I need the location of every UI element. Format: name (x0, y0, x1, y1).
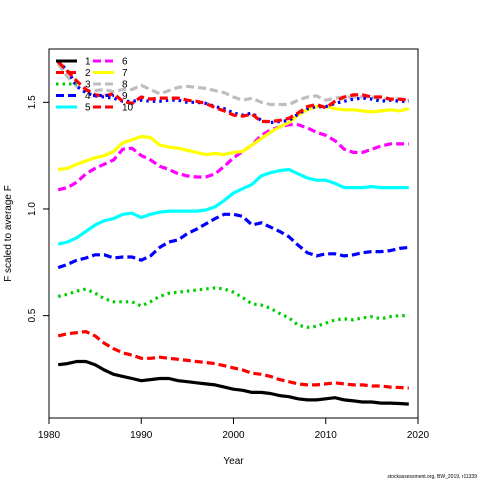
x-tick-label: 2020 (407, 430, 430, 441)
legend-label-6: 6 (122, 57, 128, 68)
legend-label-8: 8 (122, 80, 128, 91)
x-tick-label: 1990 (130, 430, 153, 441)
legend-label-9: 9 (122, 91, 128, 102)
legend-label-2: 2 (85, 68, 91, 79)
legend-label-4: 4 (85, 91, 91, 102)
plot-frame (48, 48, 419, 419)
x-axis-title: Year (223, 456, 244, 467)
y-tick-label: 1.0 (27, 202, 38, 216)
legend-label-1: 1 (85, 57, 91, 68)
footer-note: stockassessment.org, BW_2019, r11339 (387, 474, 477, 480)
y-axis-title: F scaled to average F (3, 185, 14, 282)
series-line-1 (58, 359, 409, 406)
x-axis: 1980 1990 2000 2010 2020 (38, 418, 430, 441)
legend-label-7: 7 (122, 68, 128, 79)
series-line-10 (57, 60, 409, 124)
series-line-2 (57, 330, 409, 390)
series-line-5 (57, 167, 409, 246)
y-tick-label: 1.5 (27, 95, 38, 109)
series-line-4 (57, 212, 409, 270)
x-tick-label: 2010 (315, 430, 338, 441)
y-axis: 0.5 1.0 1.5 (27, 95, 49, 323)
legend-label-10: 10 (122, 103, 134, 114)
series-line-8 (56, 62, 409, 107)
series-line-6 (57, 123, 409, 192)
series-line-9 (57, 60, 409, 125)
series-line-7 (58, 104, 410, 172)
legend-label-5: 5 (85, 103, 91, 114)
y-tick-label: 0.5 (27, 308, 38, 322)
x-tick-label: 1980 (38, 430, 61, 441)
series-line-3 (57, 286, 409, 329)
legend-label-3: 3 (85, 80, 91, 91)
series-layer (56, 60, 410, 406)
x-tick-label: 2000 (222, 430, 245, 441)
